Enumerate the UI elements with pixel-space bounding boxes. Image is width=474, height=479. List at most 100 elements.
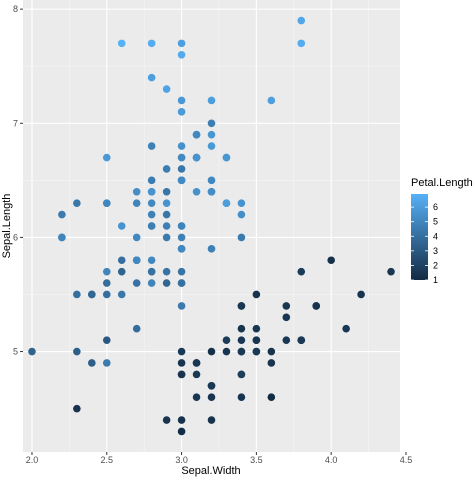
data-point bbox=[237, 393, 246, 402]
data-point bbox=[177, 267, 186, 276]
data-point bbox=[102, 336, 111, 344]
data-point bbox=[58, 233, 66, 242]
data-point bbox=[162, 210, 171, 219]
data-point bbox=[147, 222, 156, 230]
data-point bbox=[237, 336, 246, 344]
data-point bbox=[102, 279, 111, 287]
y-tick-label: 6 bbox=[13, 232, 18, 242]
data-point bbox=[177, 176, 186, 185]
data-point bbox=[147, 267, 156, 276]
axes: 2.0 2.5 3.0 3.5 4.0 4.5 5 6 7 8 bbox=[13, 4, 412, 465]
legend-label: 3 bbox=[433, 246, 438, 256]
data-point bbox=[192, 187, 201, 196]
data-point bbox=[207, 245, 216, 253]
data-point bbox=[162, 267, 171, 276]
data-point bbox=[117, 39, 126, 48]
x-tick-label: 2.0 bbox=[26, 455, 39, 465]
legend-label: 6 bbox=[433, 202, 438, 212]
data-point bbox=[207, 187, 216, 196]
legend-ticks: 6 5 4 3 2 1 bbox=[411, 202, 438, 285]
data-point bbox=[132, 256, 141, 265]
data-point bbox=[207, 130, 216, 139]
data-point bbox=[88, 290, 96, 299]
data-point bbox=[237, 302, 246, 310]
data-point bbox=[117, 222, 126, 230]
data-point bbox=[297, 39, 306, 48]
data-point bbox=[207, 393, 216, 402]
data-point bbox=[237, 210, 246, 219]
data-point bbox=[147, 176, 156, 185]
data-point bbox=[162, 85, 171, 93]
data-point bbox=[88, 359, 96, 367]
legend-colorbar bbox=[411, 194, 428, 280]
data-point bbox=[147, 256, 156, 265]
data-point bbox=[207, 381, 216, 390]
y-tick-label: 5 bbox=[13, 347, 18, 357]
data-point bbox=[147, 279, 156, 287]
points-layer bbox=[28, 16, 395, 436]
data-point bbox=[177, 245, 186, 253]
data-point bbox=[132, 324, 141, 333]
x-tick-label: 2.5 bbox=[101, 455, 114, 465]
data-point bbox=[282, 313, 291, 322]
data-point bbox=[117, 267, 126, 276]
plot-panel bbox=[23, 0, 400, 452]
data-point bbox=[102, 359, 111, 367]
data-point bbox=[342, 324, 350, 333]
data-point bbox=[267, 393, 276, 402]
data-point bbox=[237, 199, 246, 207]
color-legend: Petal.Length 6 5 4 3 2 1 bbox=[411, 177, 473, 285]
data-point bbox=[177, 279, 186, 287]
data-point bbox=[387, 267, 395, 276]
data-point bbox=[222, 153, 231, 162]
data-point bbox=[177, 222, 186, 230]
legend-label: 2 bbox=[433, 260, 438, 270]
data-point bbox=[252, 336, 261, 344]
x-axis-title: Sepal.Width bbox=[181, 465, 240, 477]
data-point bbox=[117, 290, 126, 299]
legend-title: Petal.Length bbox=[411, 177, 473, 189]
data-point bbox=[162, 199, 171, 207]
data-point bbox=[177, 427, 186, 436]
data-point bbox=[192, 393, 201, 402]
data-point bbox=[177, 302, 186, 310]
data-point bbox=[162, 233, 171, 242]
data-point bbox=[252, 347, 261, 356]
data-point bbox=[207, 347, 216, 356]
data-point bbox=[222, 347, 231, 356]
data-point bbox=[252, 290, 261, 299]
data-point bbox=[192, 153, 201, 162]
data-point bbox=[237, 233, 246, 242]
data-point bbox=[267, 347, 276, 356]
data-point bbox=[177, 50, 186, 59]
data-point bbox=[177, 233, 186, 242]
data-point bbox=[192, 130, 201, 139]
data-point bbox=[162, 279, 171, 287]
x-tick-label: 4.0 bbox=[325, 455, 338, 465]
data-point bbox=[207, 176, 216, 185]
legend-label: 1 bbox=[433, 275, 438, 285]
data-point bbox=[177, 142, 186, 150]
data-point bbox=[177, 39, 186, 48]
data-point bbox=[117, 256, 126, 265]
data-point bbox=[73, 404, 81, 413]
data-point bbox=[132, 187, 141, 196]
data-point bbox=[162, 187, 171, 196]
data-point bbox=[297, 336, 306, 344]
data-point bbox=[357, 290, 365, 299]
data-point bbox=[102, 199, 111, 207]
data-point bbox=[147, 73, 156, 82]
data-point bbox=[297, 16, 306, 25]
data-point bbox=[207, 96, 216, 105]
x-tick-label: 3.5 bbox=[250, 455, 263, 465]
data-point bbox=[132, 279, 141, 287]
data-point bbox=[162, 165, 171, 173]
data-point bbox=[147, 39, 156, 48]
data-point bbox=[132, 233, 141, 242]
data-point bbox=[177, 370, 186, 379]
data-point bbox=[58, 210, 66, 219]
data-point bbox=[267, 359, 276, 367]
data-point bbox=[28, 347, 36, 356]
data-point bbox=[177, 108, 186, 116]
data-point bbox=[73, 290, 81, 299]
